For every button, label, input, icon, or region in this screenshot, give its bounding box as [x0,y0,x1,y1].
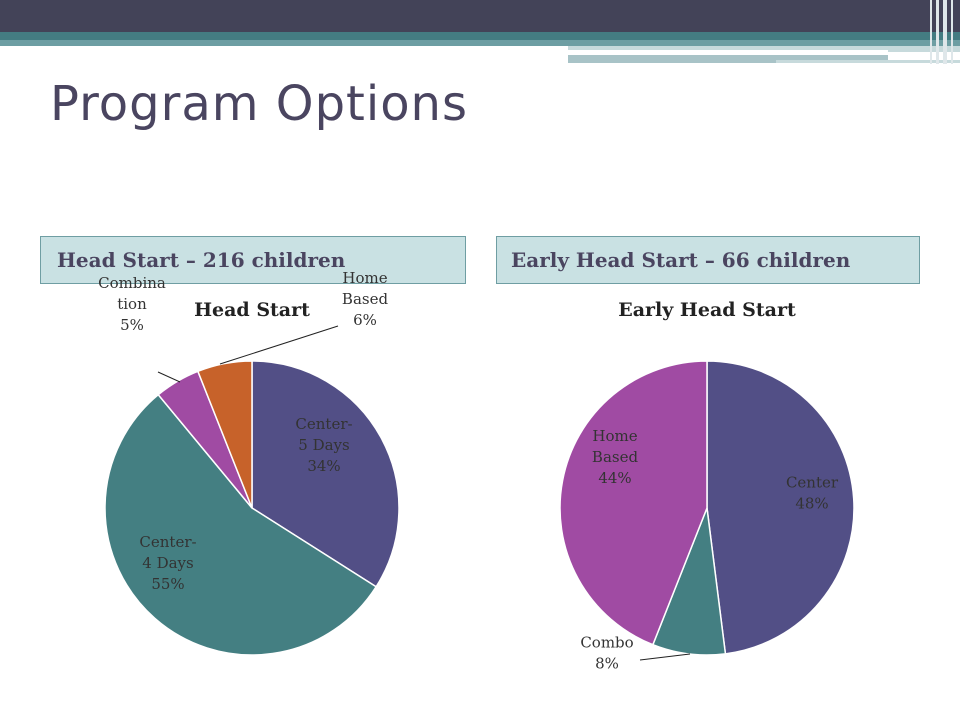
slice-label: 34% [307,457,340,475]
top-accent-bar-2 [568,55,888,63]
slide-title: Program Options [50,76,468,132]
slice-label: Center [786,474,839,492]
slice-label: 5% [120,316,144,334]
slice-label: Home [342,269,387,287]
slice-label: Center- [295,415,352,433]
leader-line [219,325,339,365]
slice-label: tion [117,295,147,313]
head-start-header: Head Start – 216 children [40,236,466,284]
top-accent-stripe-2 [0,40,960,46]
slice-label: Based [342,290,389,308]
pie-slice [251,360,400,588]
slice-label: 44% [598,469,631,487]
slice-label: Combina [98,274,166,292]
slice-label: Combo [580,634,633,652]
pie-slice [104,393,378,656]
slice-label: 5 Days [298,436,349,454]
slice-label: Center- [139,533,196,551]
pie-slice [196,360,253,509]
slice-label: Based [592,448,639,466]
slice-label: Home [592,427,637,445]
leader-line [157,371,181,383]
leader-line [639,653,691,661]
top-accent-line [568,50,888,52]
top-accent-stripe [0,32,960,40]
corner-stripe [930,0,932,64]
slice-label: 4 Days [142,554,193,572]
early-head-start-header: Early Head Start – 66 children [496,236,920,284]
slice-label: 6% [353,311,377,329]
slice-label: 48% [795,495,828,513]
top-accent-bar-3 [776,60,960,63]
slice-label: 8% [595,655,619,673]
chart-title: Early Head Start [618,299,796,321]
slice-label: 55% [151,575,184,593]
corner-stripe [951,0,953,64]
top-accent-bar [568,46,960,52]
corner-stripe [943,0,947,64]
corner-stripe [936,0,939,64]
top-band [0,0,960,32]
pie-slice [706,360,855,655]
chart-title: Head Start [194,299,310,321]
pie-slice [559,360,708,646]
